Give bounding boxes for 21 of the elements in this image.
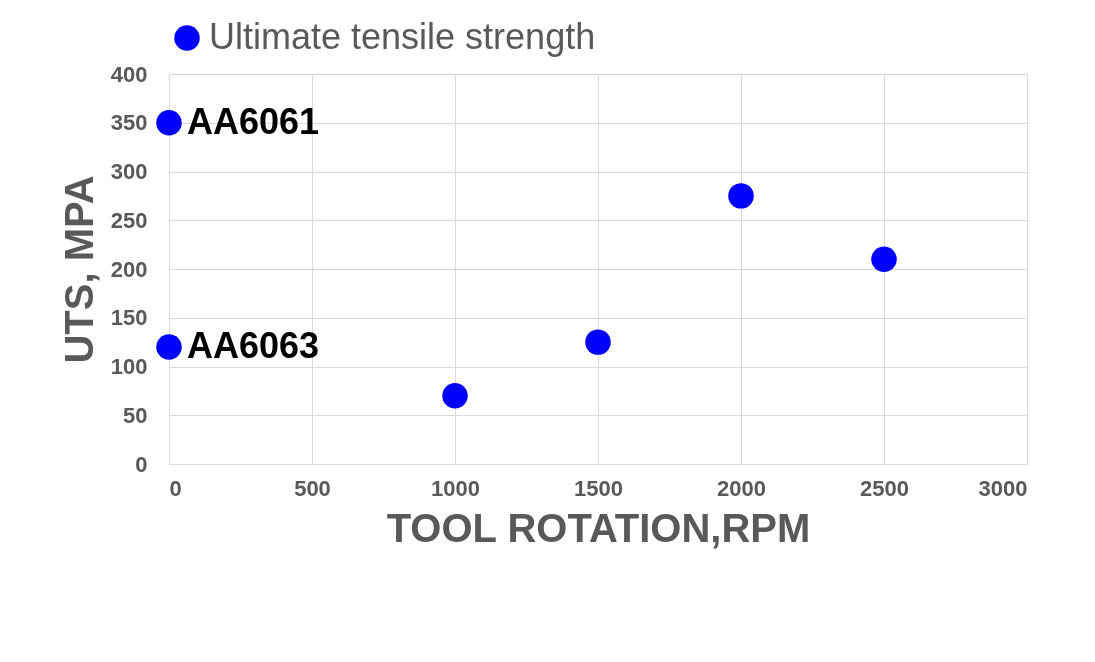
x-tick-label: 2500 (860, 475, 909, 501)
x-tick-label: 3000 (978, 475, 1028, 501)
y-tick-label: 250 (110, 207, 148, 233)
y-tick-label: 100 (110, 354, 148, 379)
legend-label: Ultimate tensile strength (209, 16, 596, 57)
x-tick-label: 500 (294, 475, 331, 501)
x-tick-label: 0 (169, 475, 182, 501)
y-tick-label: 400 (110, 61, 148, 87)
annotation: AA6063 (187, 325, 320, 366)
x-tick-label: 2000 (717, 475, 766, 501)
annotation: AA6061 (187, 100, 320, 142)
y-axis-title: UTS, MPA (56, 175, 101, 364)
y-tick-label: 150 (110, 305, 148, 331)
y-tick-label: 50 (123, 402, 148, 428)
x-axis-title: TOOL ROTATION,RPM (386, 505, 811, 550)
y-tick-label: 0 (135, 451, 148, 477)
y-tick-label: 300 (110, 159, 148, 184)
y-tick-label: 200 (110, 256, 148, 282)
x-tick-label: 1000 (431, 475, 480, 501)
x-tick-label: 1500 (574, 475, 623, 501)
y-tick-label: 350 (110, 110, 148, 136)
